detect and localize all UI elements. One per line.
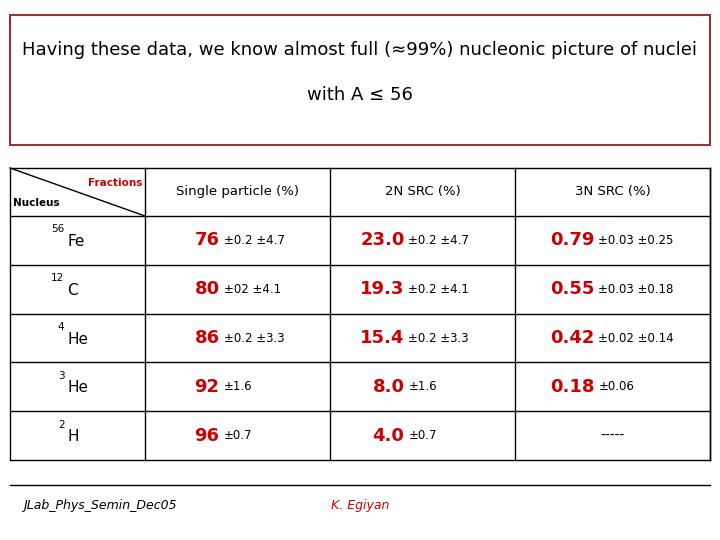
Text: Fe: Fe (68, 234, 85, 249)
Text: 2: 2 (58, 420, 65, 430)
Text: 2N SRC (%): 2N SRC (%) (384, 186, 460, 199)
Text: Single particle (%): Single particle (%) (176, 186, 299, 199)
Text: 0.55: 0.55 (550, 280, 595, 298)
Text: Nucleus: Nucleus (13, 198, 60, 208)
Text: 3N SRC (%): 3N SRC (%) (575, 186, 650, 199)
Text: ±1.6: ±1.6 (408, 380, 437, 393)
Text: H: H (68, 429, 79, 444)
Text: with A ≤ 56: with A ≤ 56 (307, 86, 413, 104)
Text: K. Egiyan: K. Egiyan (330, 498, 390, 511)
Text: He: He (68, 332, 89, 347)
Bar (10, 15, 710, 145)
Text: Having these data, we know almost full (≈99%) nucleonic picture of nuclei: Having these data, we know almost full (… (22, 41, 698, 59)
Text: Fractions: Fractions (88, 178, 142, 188)
Text: 0.79: 0.79 (550, 232, 595, 249)
Text: ±0.2 ±4.1: ±0.2 ±4.1 (408, 283, 469, 296)
Text: ±0.03 ±0.18: ±0.03 ±0.18 (598, 283, 674, 296)
Text: 8.0: 8.0 (372, 378, 405, 396)
Text: 23.0: 23.0 (360, 232, 405, 249)
Text: 92: 92 (194, 378, 220, 396)
Text: ±0.2 ±3.3: ±0.2 ±3.3 (408, 332, 469, 345)
Text: JLab_Phys_Semin_Dec05: JLab_Phys_Semin_Dec05 (23, 498, 177, 511)
Text: 4: 4 (58, 322, 65, 332)
Text: ±0.7: ±0.7 (408, 429, 437, 442)
Text: ±0.2 ±4.7: ±0.2 ±4.7 (223, 234, 284, 247)
Text: ±0.06: ±0.06 (598, 380, 634, 393)
Text: 96: 96 (194, 427, 220, 444)
Text: 76: 76 (194, 232, 220, 249)
Text: 80: 80 (194, 280, 220, 298)
Text: 15.4: 15.4 (360, 329, 405, 347)
Text: -----: ----- (600, 429, 625, 443)
Text: 0.42: 0.42 (550, 329, 595, 347)
Text: ±02 ±4.1: ±02 ±4.1 (223, 283, 281, 296)
Text: 12: 12 (51, 273, 65, 283)
Text: ±0.2 ±3.3: ±0.2 ±3.3 (223, 332, 284, 345)
Text: ±0.2 ±4.7: ±0.2 ±4.7 (408, 234, 469, 247)
Text: 19.3: 19.3 (360, 280, 405, 298)
Text: 56: 56 (51, 225, 65, 234)
Text: 0.18: 0.18 (550, 378, 595, 396)
Text: 3: 3 (58, 371, 65, 381)
Text: ±0.03 ±0.25: ±0.03 ±0.25 (598, 234, 674, 247)
Text: ±1.6: ±1.6 (223, 380, 252, 393)
Text: 4.0: 4.0 (373, 427, 405, 444)
Text: C: C (68, 283, 78, 298)
Text: ±0.7: ±0.7 (223, 429, 252, 442)
Text: 86: 86 (194, 329, 220, 347)
Text: ±0.02 ±0.14: ±0.02 ±0.14 (598, 332, 674, 345)
Text: He: He (68, 380, 89, 395)
